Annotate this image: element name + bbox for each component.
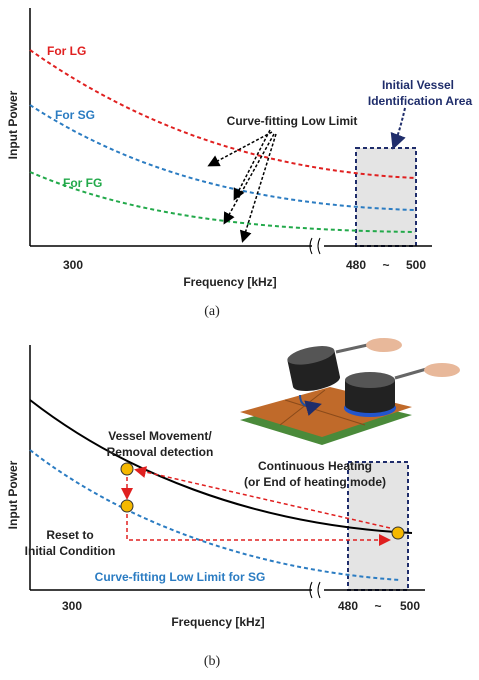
x-tick: ~ — [374, 599, 381, 613]
x-tick: 300 — [63, 258, 83, 272]
heating-label: (or End of heating mode) — [244, 475, 386, 489]
x-tick: ~ — [382, 258, 389, 272]
heating-label: Continuous Heating — [258, 459, 372, 473]
figure: Input Power 300 480 ~ 500 Frequency [kHz… — [0, 0, 479, 680]
x-tick: 480 — [346, 258, 366, 272]
detection-label: Vessel Movement/ — [108, 429, 212, 443]
x-tick: 300 — [62, 599, 82, 613]
y-axis-label: Input Power — [6, 460, 20, 529]
caption: (a) — [204, 304, 220, 319]
panel-b: Input Power 300 480 ~ 500 Frequency [kHz… — [6, 338, 460, 669]
area-label: Initial Vessel — [382, 78, 454, 92]
curve-label: For FG — [63, 176, 102, 190]
identification-area — [356, 148, 416, 246]
curve-label: For SG — [55, 108, 95, 122]
area-arrow — [394, 108, 405, 146]
curve-label: Curve-fitting Low Limit for SG — [95, 570, 266, 584]
area-label: Identification Area — [368, 94, 473, 108]
curve-label: For LG — [47, 44, 86, 58]
cooktop-illustration — [240, 338, 460, 445]
annotation: Curve-fitting Low Limit — [227, 114, 358, 128]
x-axis-label: Frequency [kHz] — [183, 275, 276, 289]
x-tick: 480 — [338, 599, 358, 613]
x-axis-label: Frequency [kHz] — [171, 615, 264, 629]
reset-label: Initial Condition — [25, 544, 116, 558]
panel-a: Input Power 300 480 ~ 500 Frequency [kHz… — [6, 8, 472, 319]
y-axis-label: Input Power — [6, 90, 20, 159]
detection-label: Removal detection — [107, 445, 214, 459]
x-tick: 500 — [406, 258, 426, 272]
caption: (b) — [204, 654, 221, 669]
x-tick: 500 — [400, 599, 420, 613]
reset-label: Reset to — [46, 528, 93, 542]
